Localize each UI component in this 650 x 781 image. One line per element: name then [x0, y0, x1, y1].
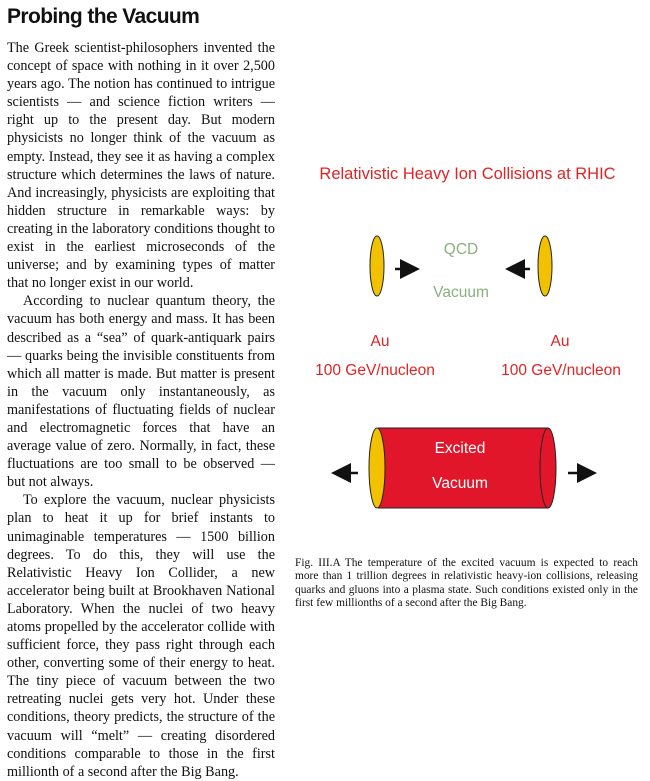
qcd-vacuum-label: Vacuum — [433, 284, 489, 301]
excited-label: Excited — [434, 440, 486, 457]
right-nucleus-disc — [537, 235, 553, 297]
figure-title: Relativistic Heavy Ion Collisions at RHI… — [319, 165, 616, 183]
figure-caption: Fig. III.A The temperature of the excited… — [295, 557, 638, 610]
left-nucleus-disc — [369, 235, 385, 297]
paragraph-1: The Greek scientist-philosophers invente… — [7, 40, 275, 292]
paragraph-2: According to nuclear quantum theory, the… — [7, 293, 275, 491]
excited-vacuum-cylinder — [378, 428, 548, 508]
article-title: Probing the Vacuum — [7, 5, 200, 28]
right-nucleus-energy: 100 GeV/nucleon — [501, 362, 621, 379]
article-body: The Greek scientist-philosophers invente… — [7, 39, 275, 781]
excited-vacuum-label: Vacuum — [432, 475, 488, 492]
caption-text: The temperature of the excited vacuum is… — [295, 557, 638, 609]
qcd-label: QCD — [443, 241, 479, 258]
left-nucleus-element: Au — [370, 333, 390, 350]
cylinder-right-end — [539, 427, 557, 509]
cylinder-left-end — [368, 427, 386, 509]
figure-number: Fig. III.A — [295, 557, 341, 569]
right-nucleus-element: Au — [550, 333, 570, 350]
paragraph-3: To explore the vacuum, nuclear physicist… — [7, 492, 275, 780]
collision-diagram — [331, 235, 597, 509]
left-nucleus-energy: 100 GeV/nucleon — [315, 362, 435, 379]
rhic-figure: Relativistic Heavy Ion Collisions at RHI… — [290, 140, 650, 540]
